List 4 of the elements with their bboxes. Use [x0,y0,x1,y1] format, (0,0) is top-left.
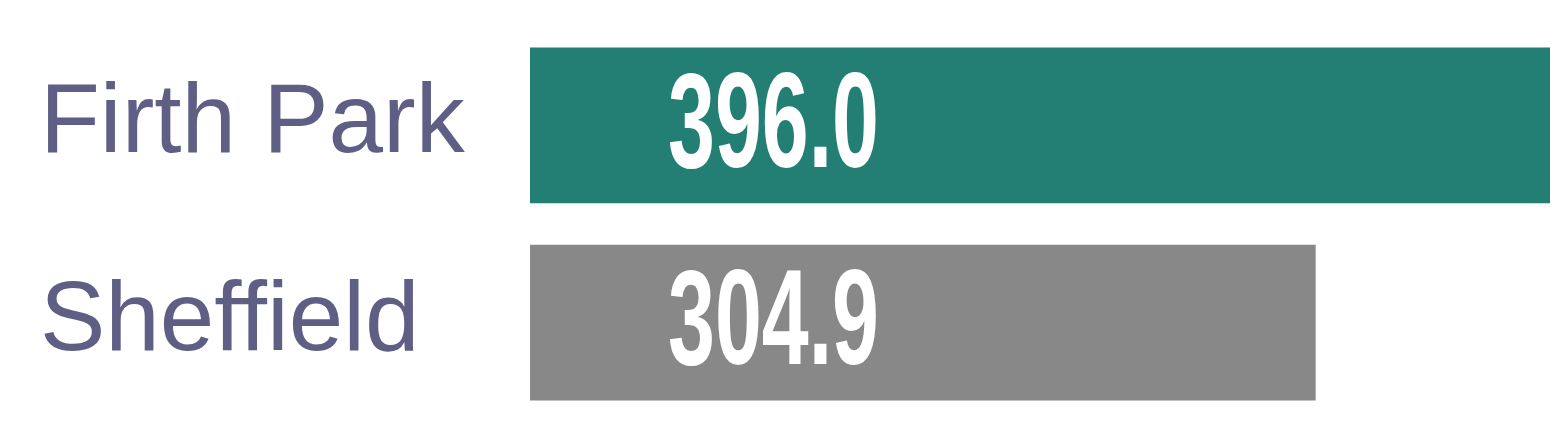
y-tick-label: Firth Park [40,63,466,174]
data-label: 304.9 [668,241,879,393]
y-tick-label: Sheffield [40,260,420,371]
data-label: 396.0 [668,44,879,196]
